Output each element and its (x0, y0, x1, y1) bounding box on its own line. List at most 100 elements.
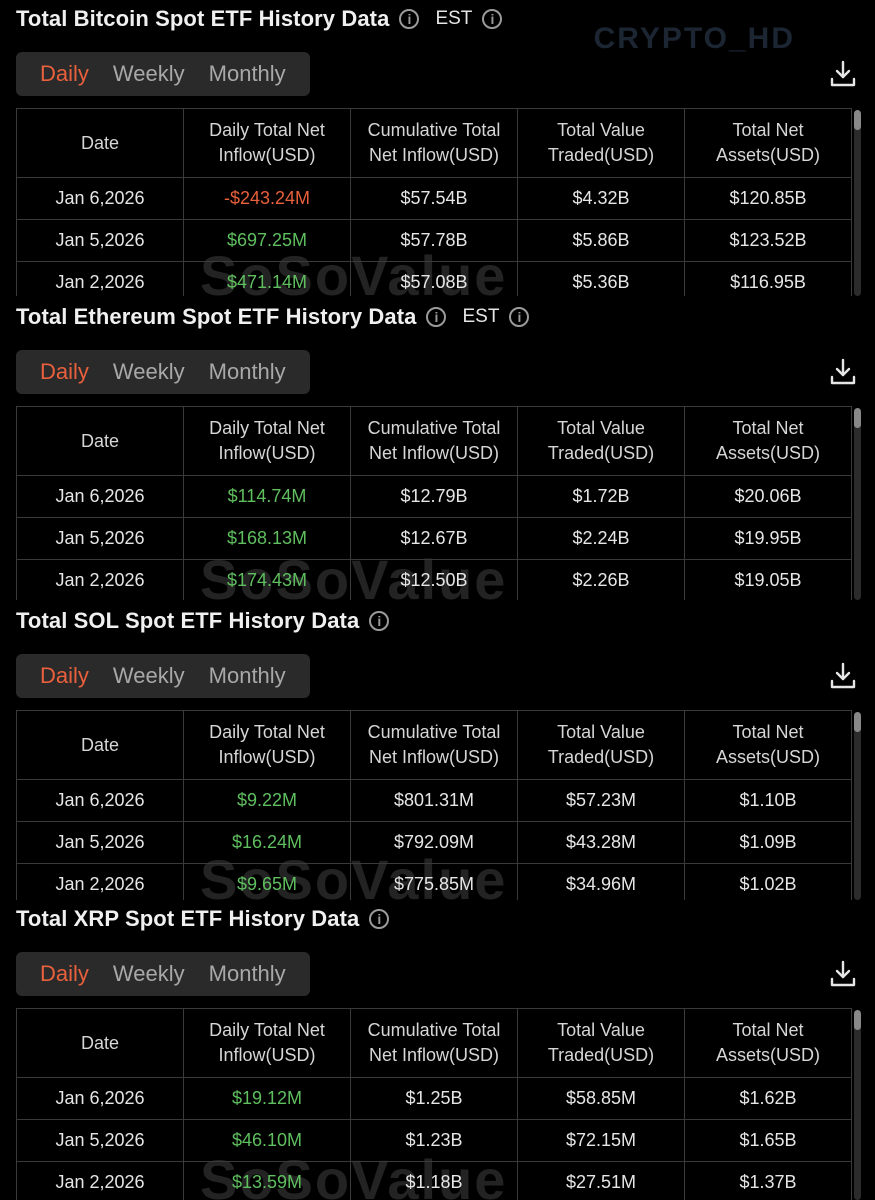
scrollbar-track[interactable] (854, 714, 861, 900)
column-header-date: Date (16, 108, 184, 178)
cell-cumulative: $775.85M (350, 863, 518, 900)
scrollbar-thumb[interactable] (854, 1010, 861, 1030)
tab-monthly[interactable]: Monthly (208, 61, 286, 86)
section-title: Total Ethereum Spot ETF History Data (16, 304, 417, 329)
cell-daily: $114.74M (183, 475, 351, 518)
column-header-assets: Total Net Assets(USD) (684, 108, 852, 178)
tab-daily[interactable]: Daily (40, 961, 89, 986)
cell-cumulative: $57.54B (350, 177, 518, 220)
tab-monthly[interactable]: Monthly (208, 359, 286, 384)
download-icon[interactable] (827, 958, 859, 990)
download-icon[interactable] (827, 660, 859, 692)
tab-weekly[interactable]: Weekly (112, 61, 185, 86)
column-header-traded: Total Value Traded(USD) (517, 108, 685, 178)
table-row[interactable]: Jan 5,2026 $168.13M $12.67B $2.24B $19.95B (16, 517, 852, 560)
cell-traded: $1.72B (517, 475, 685, 518)
period-tabs: Daily Weekly Monthly (16, 350, 310, 394)
cell-date: Jan 2,2026 (16, 863, 184, 900)
table-row[interactable]: Jan 6,2026 $9.22M $801.31M $57.23M $1.10B (16, 779, 852, 822)
cell-daily: $16.24M (183, 821, 351, 864)
table-row[interactable]: Jan 5,2026 $16.24M $792.09M $43.28M $1.09B (16, 821, 852, 864)
scrollbar-thumb[interactable] (854, 712, 861, 732)
table-row[interactable]: Jan 5,2026 $46.10M $1.23B $72.15M $1.65B (16, 1119, 852, 1162)
info-icon[interactable]: i (426, 307, 447, 327)
column-header-traded: Total Value Traded(USD) (517, 710, 685, 780)
scrollbar-track[interactable] (854, 112, 861, 296)
cell-date: Jan 6,2026 (16, 475, 184, 518)
history-table: Date Daily Total Net Inflow(USD) Cumulativ… (16, 710, 852, 900)
cell-assets: $1.02B (684, 863, 852, 900)
cell-assets: $120.85B (684, 177, 852, 220)
download-icon[interactable] (827, 58, 859, 90)
scrollbar-track[interactable] (854, 1012, 861, 1200)
cell-assets: $1.10B (684, 779, 852, 822)
cell-traded: $4.32B (517, 177, 685, 220)
cell-assets: $116.95B (684, 261, 852, 296)
column-header-cumulative: Cumulative Total Net Inflow(USD) (350, 406, 518, 476)
info-icon[interactable]: i (399, 9, 420, 29)
tab-monthly[interactable]: Monthly (208, 961, 286, 986)
table-row[interactable]: Jan 6,2026 -$243.24M $57.54B $4.32B $120.85B (16, 177, 852, 220)
table-row[interactable]: Jan 2,2026 $174.43M $12.50B $2.26B $19.05B (16, 559, 852, 600)
table-row[interactable]: Jan 2,2026 $9.65M $775.85M $34.96M $1.02B (16, 863, 852, 900)
column-header-daily: Daily Total Net Inflow(USD) (183, 710, 351, 780)
tab-daily[interactable]: Daily (40, 359, 89, 384)
cell-assets: $1.37B (684, 1161, 852, 1200)
table-header-row: Date Daily Total Net Inflow(USD) Cumulativ… (16, 108, 852, 178)
info-icon[interactable]: i (369, 611, 390, 631)
cell-date: Jan 6,2026 (16, 779, 184, 822)
table-row[interactable]: Jan 6,2026 $19.12M $1.25B $58.85M $1.62B (16, 1077, 852, 1120)
info-icon[interactable]: i (369, 909, 390, 929)
etf-section-ethereum: SoSoValue Total Ethereum Spot ETF History… (0, 298, 875, 600)
history-table: Date Daily Total Net Inflow(USD) Cumulativ… (16, 108, 852, 296)
cell-date: Jan 5,2026 (16, 821, 184, 864)
table-row[interactable]: Jan 2,2026 $13.59M $1.18B $27.51M $1.37B (16, 1161, 852, 1200)
period-tabs: Daily Weekly Monthly (16, 952, 310, 996)
table-row[interactable]: Jan 6,2026 $114.74M $12.79B $1.72B $20.06B (16, 475, 852, 518)
cell-cumulative: $12.67B (350, 517, 518, 560)
cell-date: Jan 6,2026 (16, 177, 184, 220)
column-header-cumulative: Cumulative Total Net Inflow(USD) (350, 108, 518, 178)
column-header-cumulative: Cumulative Total Net Inflow(USD) (350, 1008, 518, 1078)
cell-daily: $13.59M (183, 1161, 351, 1200)
column-header-cumulative: Cumulative Total Net Inflow(USD) (350, 710, 518, 780)
cell-daily: -$243.24M (183, 177, 351, 220)
cell-traded: $5.36B (517, 261, 685, 296)
cell-cumulative: $792.09M (350, 821, 518, 864)
cell-traded: $58.85M (517, 1077, 685, 1120)
section-title: Total SOL Spot ETF History Data (16, 608, 360, 633)
download-icon[interactable] (827, 356, 859, 388)
cell-date: Jan 6,2026 (16, 1077, 184, 1120)
period-tabs: Daily Weekly Monthly (16, 52, 310, 96)
timezone-info-icon[interactable]: i (509, 307, 530, 327)
column-header-assets: Total Net Assets(USD) (684, 1008, 852, 1078)
section-header: Total XRP Spot ETF History Data i (16, 906, 390, 932)
cell-cumulative: $12.79B (350, 475, 518, 518)
scrollbar-track[interactable] (854, 410, 861, 600)
table-row[interactable]: Jan 2,2026 $471.14M $57.08B $5.36B $116.95B (16, 261, 852, 296)
timezone-label: EST (435, 8, 473, 29)
tab-weekly[interactable]: Weekly (112, 359, 185, 384)
section-header: Total SOL Spot ETF History Data i (16, 608, 390, 634)
cell-traded: $2.26B (517, 559, 685, 600)
cell-cumulative: $12.50B (350, 559, 518, 600)
scrollbar-thumb[interactable] (854, 110, 861, 130)
tab-weekly[interactable]: Weekly (112, 663, 185, 688)
etf-section-xrp: SoSoValue Total XRP Spot ETF History Data… (0, 900, 875, 1200)
tab-monthly[interactable]: Monthly (208, 663, 286, 688)
cell-daily: $9.22M (183, 779, 351, 822)
table-row[interactable]: Jan 5,2026 $697.25M $57.78B $5.86B $123.52B (16, 219, 852, 262)
tab-daily[interactable]: Daily (40, 663, 89, 688)
cell-cumulative: $1.18B (350, 1161, 518, 1200)
cell-cumulative: $801.31M (350, 779, 518, 822)
cell-date: Jan 2,2026 (16, 559, 184, 600)
scrollbar-thumb[interactable] (854, 408, 861, 428)
cell-daily: $174.43M (183, 559, 351, 600)
timezone-info-icon[interactable]: i (482, 9, 503, 29)
tab-weekly[interactable]: Weekly (112, 961, 185, 986)
cell-date: Jan 5,2026 (16, 219, 184, 262)
cell-daily: $19.12M (183, 1077, 351, 1120)
cell-assets: $20.06B (684, 475, 852, 518)
tab-daily[interactable]: Daily (40, 61, 89, 86)
column-header-date: Date (16, 406, 184, 476)
